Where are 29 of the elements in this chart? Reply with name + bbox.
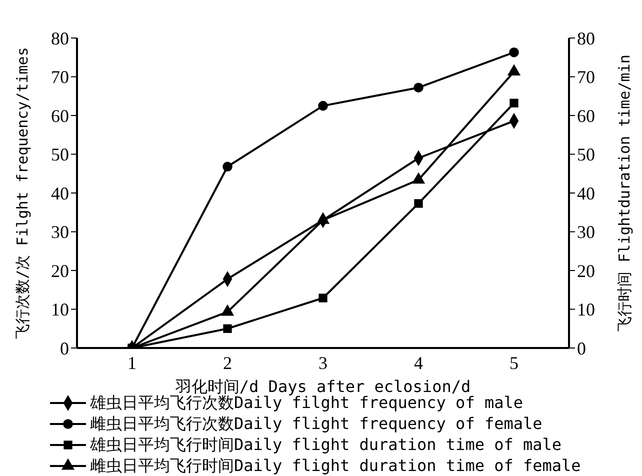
y-tick-label: 30 xyxy=(51,222,69,242)
x-tick-label: 2 xyxy=(223,352,232,373)
y-tick-label: 0 xyxy=(60,338,69,358)
x-tick-label: 4 xyxy=(414,352,423,373)
x-tick-label: 1 xyxy=(128,352,136,373)
y2-axis-title: 飞行时间 Flightduration time/min xyxy=(615,54,634,332)
y-axis-title: 飞行次数/次 Filght frequency/times xyxy=(13,47,32,339)
y2-tick-label: 30 xyxy=(577,222,595,242)
y-tick-label: 50 xyxy=(51,144,69,165)
y2-tick-label: 80 xyxy=(577,28,595,48)
y-tick-label: 70 xyxy=(51,67,69,88)
y2-tick-label: 60 xyxy=(577,106,595,126)
y2-tick-label: 0 xyxy=(577,338,586,358)
x-tick-label: 5 xyxy=(510,352,518,373)
y2-tick-label: 40 xyxy=(577,183,595,204)
y-tick-label: 40 xyxy=(51,183,69,204)
legend-label: 雄虫日平均飞行时间Daily flight duration time of male xyxy=(90,434,562,455)
y-tick-label: 80 xyxy=(51,28,69,48)
y2-tick-label: 70 xyxy=(577,67,595,88)
y-tick-label: 20 xyxy=(51,260,69,281)
y2-tick-label: 10 xyxy=(577,300,595,320)
y-tick-label: 60 xyxy=(51,106,69,126)
y2-tick-label: 50 xyxy=(577,144,595,165)
y-tick-label: 10 xyxy=(51,300,69,320)
x-axis-title: 羽化时间/d Days after eclosion/d xyxy=(174,377,471,396)
y2-tick-label: 20 xyxy=(577,260,595,281)
legend-label: 雌虫日平均飞行时间Daily flight duration time of female xyxy=(90,455,581,476)
legend-label: 雌虫日平均飞行次数Daily flight frequency of female xyxy=(90,413,542,434)
x-tick-label: 3 xyxy=(318,352,328,373)
